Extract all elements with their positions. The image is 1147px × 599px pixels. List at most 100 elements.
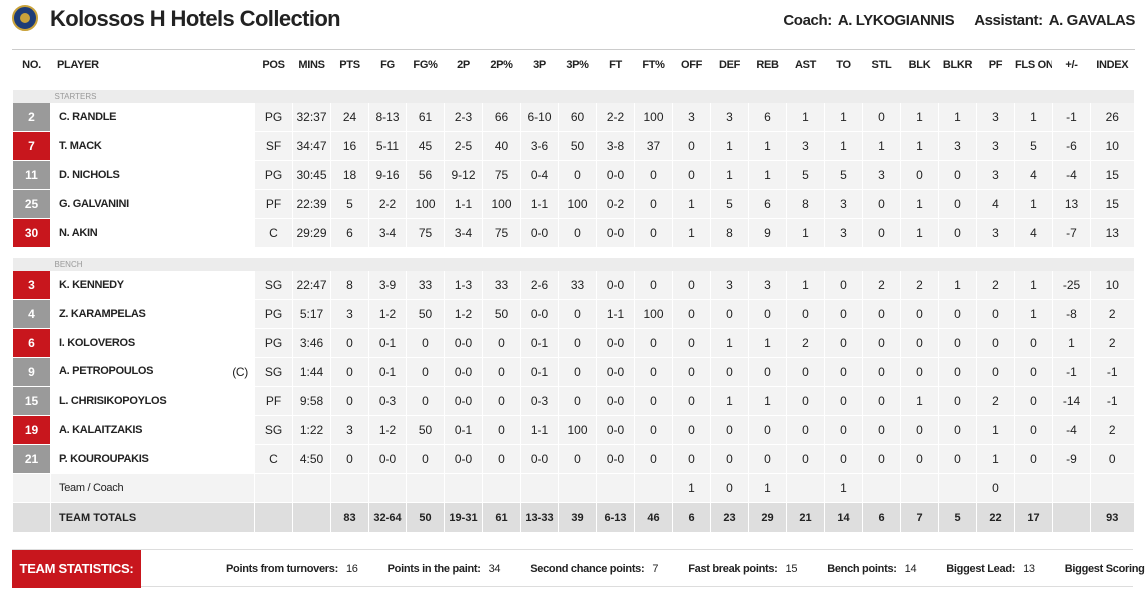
stat-cell: 0 (634, 189, 673, 219)
stat-cell: 66 (482, 103, 521, 132)
team-coach-row: Team / Coach 1 0 1 1 0 (12, 473, 1134, 503)
column-header-off[interactable]: OFF (672, 51, 711, 80)
column-header-ft[interactable]: FT% (634, 51, 673, 80)
stat-cell: 0 (634, 357, 673, 387)
column-header-ft[interactable]: FT (596, 51, 635, 80)
stat-cell: 0 (558, 386, 597, 416)
table-header-row: NO. PLAYER POS MINS PTS FG FG% 2P 2P% 3P 3P% FT FT% O… (12, 51, 1134, 80)
player-name[interactable]: K. KENNEDY (50, 271, 255, 300)
column-header-player[interactable]: PLAYER (50, 51, 255, 80)
table-row[interactable]: 3 K. KENNEDY SG 22:47 8 3-9 33 1-3 33 2-6 33 0-0 0 0 3… (12, 271, 1134, 300)
stat-cell: 3-4 (368, 218, 407, 248)
column-header-pos[interactable]: POS (254, 51, 293, 80)
column-header-stl[interactable]: STL (862, 51, 901, 80)
column-header-to[interactable]: TO (824, 51, 863, 80)
stat-cell: 16 (330, 131, 369, 161)
stat-cell: -7 (1052, 218, 1091, 248)
player-name-text[interactable]: G. GALVANINI (59, 198, 129, 210)
player-name[interactable]: Z. KARAMPELAS (50, 299, 255, 329)
stat-cell: 0 (786, 444, 825, 474)
stat-cell: 1-3 (444, 271, 483, 300)
stat-cell: 22:47 (292, 271, 331, 300)
player-name[interactable]: L. CHRISIKOPOYLOS (50, 386, 255, 416)
column-header-3p[interactable]: 3P% (558, 51, 597, 80)
stat-cell (254, 473, 293, 503)
stat-cell: 56 (406, 160, 445, 190)
table-row[interactable]: 21 P. KOUROUPAKIS C 4:50 0 0-0 0 0-0 0 0-0 0 0-0 0 0 0… (12, 444, 1134, 474)
player-name-text[interactable]: L. CHRISIKOPOYLOS (59, 395, 167, 407)
column-header-def[interactable]: DEF (710, 51, 749, 80)
stat-cell: 3 (672, 103, 711, 132)
player-name[interactable]: C. RANDLE (50, 103, 255, 132)
player-name-text[interactable]: A. KALAITZAKIS (59, 424, 143, 436)
stat-cell: 22:39 (292, 189, 331, 219)
table-row[interactable]: 2 C. RANDLE PG 32:37 24 8-13 61 2-3 66 6-10 60 2-2 1… (12, 103, 1134, 132)
total-cell: 6 (672, 502, 711, 533)
player-name-text[interactable]: C. RANDLE (59, 111, 117, 123)
team-stat-label: Bench points: (827, 563, 897, 575)
stat-cell (330, 473, 369, 503)
column-header-[interactable]: +/- (1052, 51, 1091, 80)
table-row[interactable]: 11 D. NICHOLS PG 30:45 18 9-16 56 9-12 75 0-4 0 0-0… (12, 160, 1134, 190)
column-header-2p[interactable]: 2P (444, 51, 483, 80)
column-header-fg[interactable]: FG% (406, 51, 445, 80)
column-header-blkr[interactable]: BLKR (938, 51, 977, 80)
stat-cell: 0 (330, 386, 369, 416)
stat-cell: 0 (1014, 386, 1053, 416)
player-name[interactable]: A. PETROPOULOS (C) (50, 357, 255, 387)
player-name[interactable]: D. NICHOLS (50, 160, 255, 190)
player-name-text[interactable]: Z. KARAMPELAS (59, 308, 146, 320)
section-spacer (13, 248, 1134, 259)
column-header-index[interactable]: INDEX (1090, 51, 1134, 80)
column-header-reb[interactable]: REB (748, 51, 787, 80)
table-row[interactable]: 9 A. PETROPOULOS (C) SG 1:44 0 0-1 0 0-0 0 0-1 0 0-0… (12, 357, 1134, 387)
player-name[interactable]: P. KOUROUPAKIS (50, 444, 255, 474)
stat-cell: 1 (710, 160, 749, 190)
stat-cell: 1 (1014, 103, 1053, 132)
table-row[interactable]: 19 A. KALAITZAKIS SG 1:22 3 1-2 50 0-1 0 1-1 100 0-… (12, 415, 1134, 445)
stat-cell (482, 473, 521, 503)
stat-cell (292, 473, 331, 503)
column-header-mins[interactable]: MINS (292, 51, 331, 80)
player-name-text[interactable]: P. KOUROUPAKIS (59, 453, 149, 465)
column-header-3p[interactable]: 3P (520, 51, 559, 80)
column-header-fls-on[interactable]: FLS ON (1014, 51, 1053, 80)
stat-cell: 34:47 (292, 131, 331, 161)
player-name-text[interactable]: D. NICHOLS (59, 169, 120, 181)
player-name[interactable]: G. GALVANINI (50, 189, 255, 219)
stat-cell: PG (254, 160, 293, 190)
stat-cell: 13 (1090, 218, 1134, 248)
team-stat-label: Points from turnovers: (226, 563, 338, 575)
table-row[interactable]: 25 G. GALVANINI PF 22:39 5 2-2 100 1-1 100 1-1 100… (12, 189, 1134, 219)
column-header-ast[interactable]: AST (786, 51, 825, 80)
player-name-text[interactable]: A. PETROPOULOS (59, 365, 154, 377)
player-name[interactable]: I. KOLOVEROS (50, 328, 255, 358)
player-name[interactable]: N. AKIN (50, 218, 255, 248)
table-row[interactable]: 30 N. AKIN C 29:29 6 3-4 75 3-4 75 0-0 0 0-0 0 1 8 9 1 3 0… (12, 218, 1134, 248)
player-name[interactable]: T. MACK (50, 131, 255, 161)
table-row[interactable]: 4 Z. KARAMPELAS PG 5:17 3 1-2 50 1-2 50 0-0 0 1-1 10… (12, 299, 1134, 329)
column-header-fg[interactable]: FG (368, 51, 407, 80)
column-header-2p[interactable]: 2P% (482, 51, 521, 80)
player-name-text[interactable]: K. KENNEDY (59, 279, 124, 291)
column-header-pts[interactable]: PTS (330, 51, 369, 80)
stat-cell: -1 (1052, 357, 1091, 387)
stat-cell: 6-10 (520, 103, 559, 132)
stat-cell: 0 (748, 357, 787, 387)
stat-cell: 3 (976, 103, 1015, 132)
total-cell: 22 (976, 502, 1015, 533)
column-header-pf[interactable]: PF (976, 51, 1015, 80)
column-header-blk[interactable]: BLK (900, 51, 939, 80)
player-name-text[interactable]: N. AKIN (59, 227, 98, 239)
table-row[interactable]: 15 L. CHRISIKOPOYLOS PF 9:58 0 0-3 0 0-0 0 0-3 0 0-… (12, 386, 1134, 416)
player-name-text[interactable]: I. KOLOVEROS (59, 337, 135, 349)
stat-cell: 1 (862, 131, 901, 161)
spacer-cell (13, 248, 1134, 259)
jersey-number: 3 (12, 271, 51, 300)
column-header-no[interactable]: NO. (12, 51, 51, 80)
player-name[interactable]: A. KALAITZAKIS (50, 415, 255, 445)
stat-cell: 0-0 (596, 386, 635, 416)
player-name-text[interactable]: T. MACK (59, 140, 102, 152)
table-row[interactable]: 6 I. KOLOVEROS PG 3:46 0 0-1 0 0-0 0 0-1 0 0-0 0 0 1 1 2… (12, 328, 1134, 358)
table-row[interactable]: 7 T. MACK SF 34:47 16 5-11 45 2-5 40 3-6 50 3-8 37 0 1… (12, 131, 1134, 161)
